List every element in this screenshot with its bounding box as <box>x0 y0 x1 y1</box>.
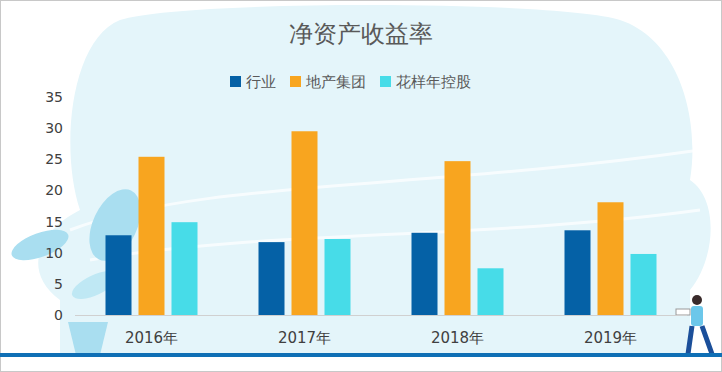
chart: 净资产收益率行业 地产集团 花样年控股 0 5 10 15 20 25 30 35 2016年 2017… <box>0 0 722 372</box>
x-tick-label: 2017年 <box>278 329 331 347</box>
bottom-stripe <box>0 353 722 357</box>
legend-label: 地产集团 <box>305 73 366 91</box>
legend-swatch <box>290 76 301 87</box>
x-axis-line <box>75 315 687 316</box>
bar <box>631 254 657 315</box>
y-axis: 0 5 10 15 20 25 30 35 <box>45 89 75 323</box>
bar <box>172 222 198 315</box>
y-tick-label: 25 <box>45 151 63 167</box>
bar <box>139 157 165 315</box>
body <box>691 306 703 326</box>
y-tick-label: 20 <box>45 182 63 198</box>
y-tick <box>71 221 75 222</box>
person-decoration <box>676 295 712 354</box>
paper <box>676 309 690 315</box>
y-tick-label: 5 <box>54 276 63 292</box>
y-tick <box>71 159 75 160</box>
legend: 行业 地产集团 花样年控股 <box>230 73 471 91</box>
pot <box>68 322 108 355</box>
x-tick-label: 2018年 <box>431 329 484 347</box>
leaf <box>8 223 73 266</box>
bar <box>259 242 285 315</box>
legend-swatch <box>380 76 391 87</box>
y-tick-label: 0 <box>54 307 63 323</box>
background-blob <box>38 5 710 355</box>
y-tick <box>71 97 75 98</box>
legend-label: 行业 <box>246 73 276 91</box>
title: 净资产收益率 <box>289 20 433 48</box>
legend-label: 花样年控股 <box>396 73 471 91</box>
x-axis: 2016年 2017年 2018年 2019年 <box>75 316 687 348</box>
y-tick <box>71 128 75 129</box>
y-tick-label: 35 <box>45 89 63 105</box>
x-tick-label: 2019年 <box>584 329 637 347</box>
legend-swatch <box>230 76 241 87</box>
y-tick <box>71 315 75 316</box>
bar <box>292 131 318 315</box>
bar <box>598 202 624 315</box>
bar <box>412 233 438 315</box>
bar <box>478 268 504 315</box>
y-tick-label: 10 <box>45 245 63 261</box>
bar <box>565 230 591 315</box>
y-tick <box>71 190 75 191</box>
bar <box>325 239 351 315</box>
bar <box>445 161 471 315</box>
y-tick-label: 15 <box>45 214 63 230</box>
background <box>1 1 722 372</box>
bars <box>106 131 657 315</box>
y-tick <box>71 283 75 284</box>
bar <box>106 235 132 315</box>
x-tick-label: 2016年 <box>125 329 178 347</box>
y-tick-label: 30 <box>45 120 63 136</box>
head <box>692 295 702 305</box>
y-tick <box>71 252 75 253</box>
legs <box>688 326 712 354</box>
